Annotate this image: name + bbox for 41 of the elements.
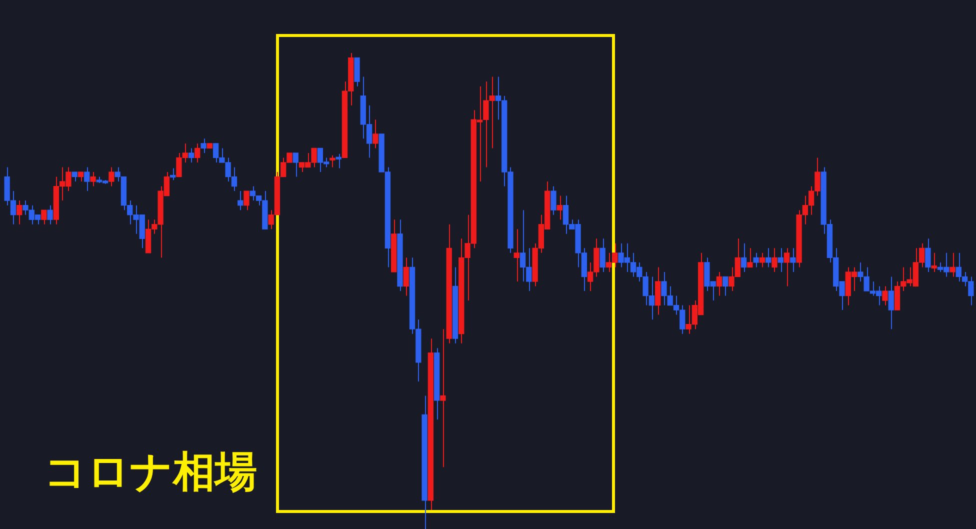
candlestick (292, 152, 298, 178)
candlestick (47, 204, 53, 225)
candlestick (372, 119, 378, 149)
candlestick (740, 242, 747, 272)
candlestick (238, 190, 244, 211)
candlestick (78, 172, 84, 182)
candlestick (330, 154, 336, 168)
candlestick (722, 276, 728, 296)
candlestick (550, 186, 556, 216)
candlestick (90, 172, 96, 187)
candlestick (931, 252, 937, 272)
candlestick (882, 286, 888, 306)
candlestick (200, 138, 206, 154)
candlestick (244, 190, 250, 211)
candlestick (84, 166, 90, 192)
candlestick (16, 200, 22, 225)
candlestick (790, 248, 796, 272)
candlestick (772, 248, 778, 272)
candlestick (600, 238, 606, 272)
candlestick (556, 195, 562, 220)
candlestick (759, 252, 766, 268)
annotation: コロナ相場 (44, 446, 257, 498)
candlestick (716, 271, 722, 296)
candlestick (784, 248, 790, 287)
candlestick (950, 252, 956, 278)
candlestick (778, 248, 784, 272)
candlestick (925, 238, 931, 272)
candlestick (108, 166, 114, 187)
candlestick (72, 172, 78, 182)
candlestick (194, 142, 200, 163)
candlestick (403, 257, 409, 296)
candlestick (888, 276, 894, 330)
candlestick (766, 248, 772, 268)
candlestick (170, 168, 176, 181)
candlestick (188, 148, 194, 163)
candlestick (440, 328, 446, 468)
candlestick (747, 248, 753, 268)
candlestick (753, 252, 759, 268)
candlestick (41, 210, 47, 225)
candlestick (514, 228, 520, 282)
candlestick (336, 153, 342, 169)
